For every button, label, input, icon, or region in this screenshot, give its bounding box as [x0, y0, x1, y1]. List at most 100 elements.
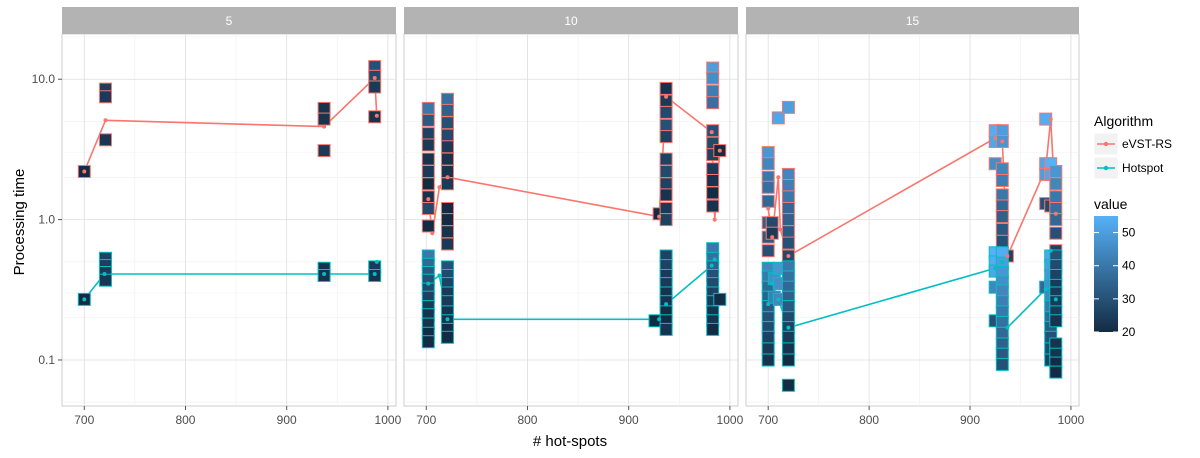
tile-evst-rs	[771, 111, 785, 125]
tile-evst-rs	[421, 152, 435, 166]
tile-evst-rs	[421, 113, 435, 127]
series-point-evst-rs	[786, 254, 791, 258]
facet-panel-5: 5 700 800 900 1000 0.1 1.0 10.0	[32, 7, 402, 427]
tile-evst-rs	[706, 174, 720, 187]
series-point-hotspot	[437, 273, 442, 278]
tile-evst-rs	[781, 202, 795, 215]
tile-evst-rs	[317, 112, 331, 126]
series-point-evst-rs	[1048, 117, 1053, 122]
series-point-evst-rs	[1043, 166, 1048, 171]
tile-evst-rs	[441, 152, 454, 166]
tile-evst-rs	[441, 140, 454, 154]
x-tick-label: 1000	[375, 413, 402, 427]
series-point-evst-rs	[426, 197, 431, 202]
series-point-evst-rs	[993, 136, 998, 141]
series-point-evst-rs	[709, 130, 714, 135]
y-tick-label: 10.0	[32, 72, 56, 86]
tile-evst-rs	[706, 84, 720, 98]
series-point-evst-rs	[766, 206, 771, 211]
series-point-evst-rs	[712, 217, 717, 222]
tile-evst-rs	[761, 180, 775, 194]
tile-evst-rs	[659, 202, 673, 215]
series-point-hotspot	[1005, 325, 1010, 330]
tile-evst-rs	[761, 146, 775, 160]
tile-evst-rs	[441, 128, 454, 142]
series-point-hotspot	[82, 297, 87, 302]
tile-evst-rs	[781, 167, 795, 181]
series-point-evst-rs	[657, 214, 662, 219]
legend-fill-tick-label: 50	[1122, 226, 1136, 240]
series-point-evst-rs	[1053, 211, 1058, 216]
facet-strip-label: 5	[226, 14, 233, 28]
series-point-evst-rs	[1005, 254, 1010, 258]
x-tick-label: 700	[416, 413, 436, 427]
series-point-evst-rs	[664, 94, 669, 99]
series-point-evst-rs	[103, 118, 108, 123]
tile-evst-rs	[441, 116, 454, 130]
series-point-evst-rs	[437, 185, 442, 190]
facet-panel-10: 10 700 800 900 1000	[403, 7, 744, 427]
tile-evst-rs	[995, 210, 1009, 224]
series-point-hotspot	[709, 263, 714, 268]
series-point-evst-rs	[770, 235, 775, 240]
tile-evst-rs	[761, 244, 775, 258]
tile-evst-rs	[781, 236, 795, 250]
tile-hotspot	[421, 335, 435, 349]
tile-hotspot	[995, 357, 1009, 371]
legend-key-evst-rs-point	[1103, 141, 1109, 147]
legend-fill: value 20 30 40 50	[1094, 196, 1136, 339]
legend-color: Algorithm eVST-RS Hotspot	[1093, 113, 1172, 180]
tile-evst-rs	[659, 118, 673, 132]
facet-strip	[62, 7, 396, 34]
tile-evst-rs	[659, 177, 673, 191]
tile-hotspot	[713, 292, 727, 306]
tile-evst-rs	[441, 213, 454, 227]
x-tick-label: 900	[619, 413, 639, 427]
legend-label-hotspot: Hotspot	[1122, 161, 1164, 175]
legend-label-evst-rs: eVST-RS	[1122, 137, 1172, 151]
tile-evst-rs	[659, 213, 673, 227]
tile-evst-rs	[421, 127, 435, 141]
series-point-hotspot	[102, 272, 107, 276]
facet-strip	[746, 7, 1079, 34]
legend-fill-tick-label: 40	[1122, 259, 1136, 273]
series-point-evst-rs	[1000, 139, 1005, 144]
tile-evst-rs	[761, 157, 775, 171]
tile-evst-rs	[995, 124, 1009, 138]
series-point-hotspot	[445, 317, 450, 322]
tile-hotspot	[1049, 365, 1063, 379]
series-point-hotspot	[1000, 259, 1005, 264]
tile-evst-rs	[659, 105, 673, 119]
tile-evst-rs	[1049, 190, 1063, 204]
facet-strip-label: 15	[906, 14, 920, 28]
y-axis-title: Processing time	[11, 169, 28, 276]
series-point-hotspot	[657, 317, 662, 322]
series-point-evst-rs	[372, 76, 377, 80]
series-point-hotspot	[322, 272, 327, 276]
series-point-hotspot	[786, 325, 791, 330]
x-axis-title: # hot-spots	[533, 433, 607, 450]
series-point-evst-rs	[717, 148, 722, 153]
tile-hotspot	[781, 342, 795, 356]
tile-evst-rs	[1049, 177, 1063, 191]
tile-evst-rs	[368, 110, 382, 124]
tile-evst-rs	[421, 165, 435, 178]
x-tick-label: 800	[859, 413, 879, 427]
legend-fill-title: value	[1094, 196, 1128, 212]
tile-evst-rs	[441, 103, 454, 117]
tile-evst-rs	[995, 223, 1009, 236]
tile-hotspot	[659, 322, 673, 336]
series-point-hotspot	[426, 281, 431, 286]
x-tick-label: 900	[960, 413, 980, 427]
legend-color-title: Algorithm	[1094, 113, 1153, 129]
tile-evst-rs	[706, 71, 720, 85]
tile-evst-rs	[368, 80, 382, 94]
tile-evst-rs	[781, 179, 795, 192]
tile-hotspot	[1049, 314, 1063, 328]
series-point-hotspot	[776, 297, 781, 302]
facet-panel-15: 15 700 800 900 1000	[745, 7, 1085, 427]
tile-evst-rs	[99, 90, 112, 104]
series-point-hotspot	[766, 302, 771, 307]
